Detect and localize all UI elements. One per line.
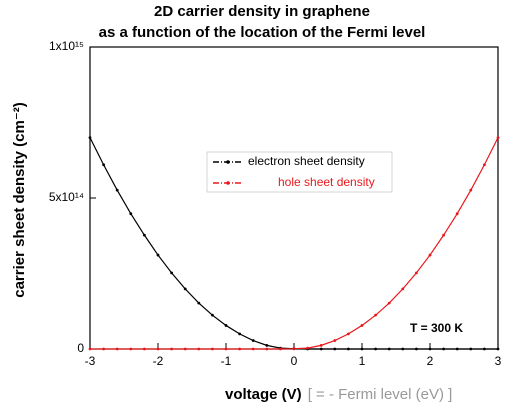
data-point [88,347,92,351]
data-point [428,347,432,351]
data-point [156,253,160,257]
data-point [129,347,133,351]
data-point [251,339,255,342]
data-point [360,324,364,327]
x-axis-note: [ = - Fermi level (eV) ] [308,386,453,403]
data-point [143,233,146,237]
data-point [292,347,296,351]
data-point [415,271,418,275]
data-point [333,339,337,342]
data-point [483,347,486,351]
legend-marker [226,181,230,185]
data-point [319,347,323,351]
x-tick-label: 1 [359,354,366,368]
data-point [374,347,377,351]
data-point [224,324,228,327]
data-point [156,347,160,351]
data-point [387,347,391,351]
legend-label: hole sheet density [278,175,375,189]
data-point [211,347,214,351]
data-point [265,343,269,347]
data-point [455,212,459,216]
data-point [88,136,92,140]
data-point [306,346,309,350]
data-point [374,313,377,317]
data-point [401,287,405,291]
x-tick-label: -2 [153,354,164,368]
data-point [483,163,486,167]
legend-marker [226,160,230,164]
data-point [197,301,201,305]
x-tick-label: -3 [85,354,96,368]
annotation: T = 300 K [410,321,463,335]
data-point [115,347,119,351]
legend-box [206,151,393,193]
x-axis-label: voltage (V) [ = - Fermi level (eV) ] [225,386,452,403]
data-point [428,253,432,257]
y-tick-label: 0 [77,341,84,355]
y-tick-label: 1x10¹⁵ [49,39,84,53]
data-point [115,188,119,192]
data-point [197,347,201,351]
data-point [143,347,146,351]
data-point [129,212,133,216]
data-point [469,188,473,192]
data-point [360,347,364,351]
data-point [170,271,174,275]
data-point [347,332,350,336]
data-point [183,347,187,351]
data-point [496,347,500,351]
chart-subtitle: as a function of the location of the Fer… [99,24,426,41]
data-point [469,347,473,351]
data-point [401,347,405,351]
data-point [442,233,445,237]
x-tick-label: -1 [221,354,232,368]
x-tick-label: 3 [495,354,502,368]
data-point [238,332,242,336]
data-point [265,347,269,351]
y-tick-label: 5x10¹⁴ [49,190,84,204]
data-point [387,301,391,305]
data-point [415,347,418,351]
data-point [224,347,228,351]
data-point [455,347,459,351]
data-point [347,347,350,351]
x-tick-label: 0 [291,354,298,368]
y-axis-label: carrier sheet density (cm⁻²) [11,102,28,298]
plot-frame [89,46,499,350]
data-point [251,347,255,351]
data-point [102,163,105,167]
data-point [442,347,445,351]
data-point [279,347,282,351]
data-point [333,347,337,351]
data-point [211,313,214,317]
data-point [496,136,500,140]
data-point [183,287,187,291]
chart-title: 2D carrier density in graphene [154,3,370,20]
data-point [102,347,105,351]
legend-label: electron sheet density [248,154,365,168]
data-point [319,343,323,347]
data-point [238,347,242,351]
x-axis-title: voltage (V) [225,386,302,403]
x-tick-label: 2 [427,354,434,368]
data-point [170,347,174,351]
